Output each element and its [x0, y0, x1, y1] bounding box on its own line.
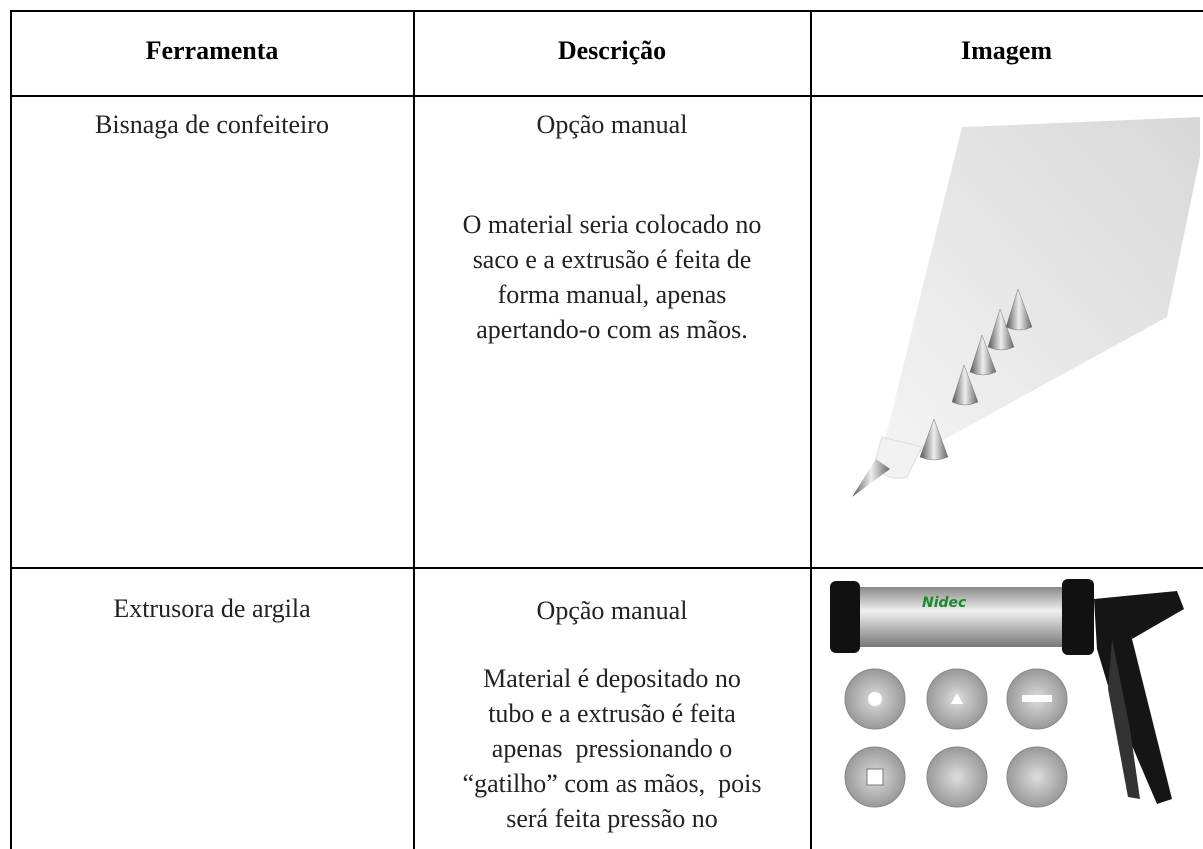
cell — [413, 95, 811, 568]
cell — [810, 95, 1203, 568]
description-line: forma manual, apenas — [497, 280, 727, 309]
cell — [10, 567, 414, 849]
description-line: Material é depositado no — [483, 664, 741, 693]
extruder-image: Nidec — [830, 579, 1184, 808]
header-cell: Ferramenta — [145, 36, 279, 65]
cell — [810, 10, 1203, 96]
description-line: será feita pressão no — [506, 804, 718, 833]
tool: Bisnaga de confeiteiro — [95, 110, 329, 139]
cell — [10, 95, 414, 568]
cell — [413, 10, 811, 96]
description-line: apenas pressionando o — [491, 734, 733, 763]
piping-bag-image — [852, 117, 1200, 497]
description-line: tubo e a extrusão é feita — [488, 699, 736, 728]
description-line: “gatilho” com as mãos, pois — [462, 769, 762, 798]
svg-text:Nidec: Nidec — [922, 595, 967, 611]
tool: Extrusora de argila — [113, 594, 311, 623]
cell — [10, 10, 414, 96]
header-cell: Imagem — [961, 36, 1052, 65]
description-line: apertando-o com as mãos. — [476, 315, 748, 344]
option: Opção manual — [536, 596, 688, 625]
cell — [413, 567, 811, 849]
description-line: O material seria colocado no — [462, 210, 762, 239]
cell — [810, 567, 1203, 849]
header-cell: Descrição — [557, 36, 667, 65]
description-line: saco e a extrusão é feita de — [472, 245, 752, 274]
option: Opção manual — [536, 110, 688, 139]
